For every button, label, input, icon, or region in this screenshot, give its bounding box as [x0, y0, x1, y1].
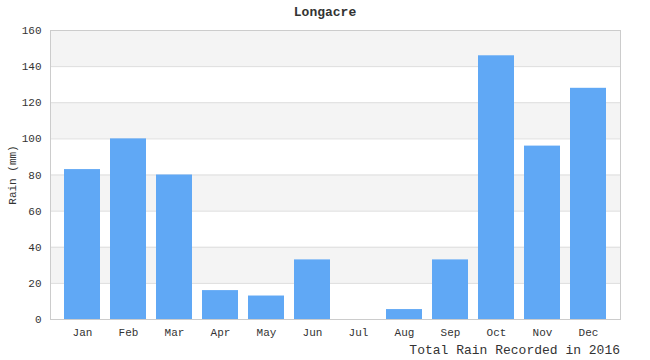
- svg-text:Jan: Jan: [73, 327, 93, 339]
- html-text:Total Rain Recorded in 2016: Total Rain Recorded in 2016: [409, 343, 620, 358]
- html-text:Longacre: Longacre: [293, 5, 357, 20]
- svg-text:160: 160: [22, 25, 42, 37]
- svg-text:May: May: [257, 327, 277, 339]
- svg-text:120: 120: [22, 97, 42, 109]
- svg-text:60: 60: [28, 206, 41, 218]
- svg-text:Apr: Apr: [211, 327, 231, 339]
- svg-text:0: 0: [35, 314, 42, 326]
- svg-text:Rain (mm): Rain (mm): [7, 145, 19, 204]
- svg-text:140: 140: [22, 61, 42, 73]
- svg-text:Jun: Jun: [303, 327, 323, 339]
- svg-text:100: 100: [22, 133, 42, 145]
- svg-text:Sep: Sep: [441, 327, 461, 339]
- svg-text:Feb: Feb: [119, 327, 139, 339]
- svg-text:Jul: Jul: [349, 327, 369, 339]
- svg-text:40: 40: [28, 242, 41, 254]
- svg-text:80: 80: [28, 170, 41, 182]
- svg-text:Aug: Aug: [395, 327, 415, 339]
- svg-text:20: 20: [28, 278, 41, 290]
- svg-text:Oct: Oct: [487, 327, 507, 339]
- svg-text:Nov: Nov: [533, 327, 553, 339]
- svg-text:Mar: Mar: [165, 327, 185, 339]
- svg-text:Dec: Dec: [579, 327, 599, 339]
